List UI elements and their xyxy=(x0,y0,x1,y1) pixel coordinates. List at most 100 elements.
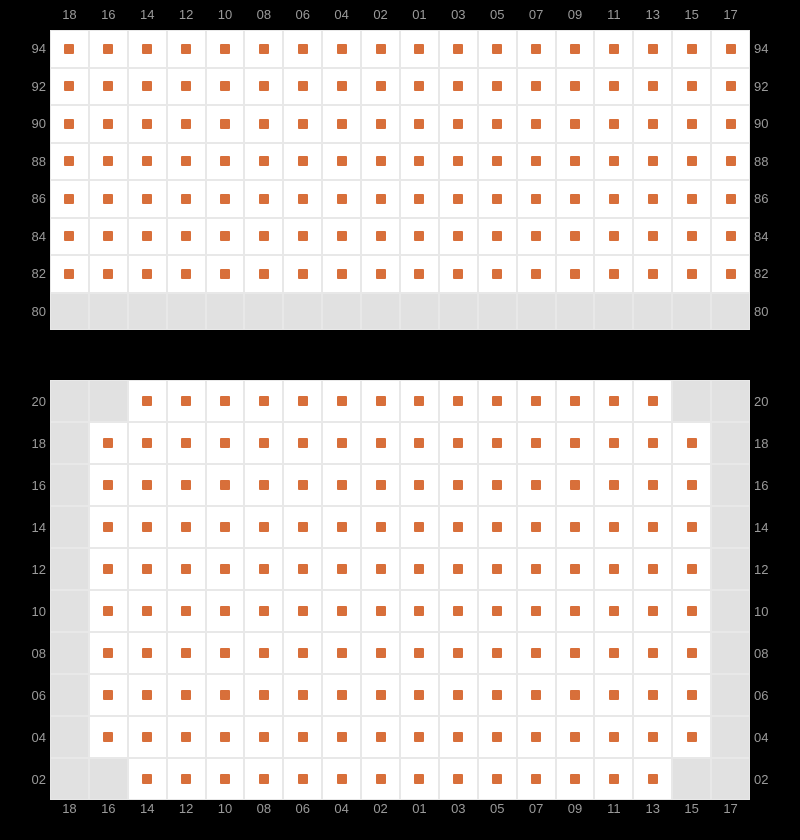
seat-available[interactable] xyxy=(633,143,672,181)
seat-available[interactable] xyxy=(322,105,361,143)
seat-available[interactable] xyxy=(400,180,439,218)
seat-available[interactable] xyxy=(439,218,478,256)
seat-available[interactable] xyxy=(400,674,439,716)
seat-available[interactable] xyxy=(50,255,89,293)
seat-available[interactable] xyxy=(283,506,322,548)
seat-available[interactable] xyxy=(167,218,206,256)
seat-available[interactable] xyxy=(711,180,750,218)
seat-available[interactable] xyxy=(478,105,517,143)
seat-available[interactable] xyxy=(517,464,556,506)
seat-available[interactable] xyxy=(672,105,711,143)
seat-available[interactable] xyxy=(400,548,439,590)
seat-available[interactable] xyxy=(517,758,556,800)
seat-available[interactable] xyxy=(128,68,167,106)
seat-available[interactable] xyxy=(439,590,478,632)
seat-available[interactable] xyxy=(206,548,245,590)
seat-available[interactable] xyxy=(594,255,633,293)
seat-available[interactable] xyxy=(439,548,478,590)
seat-available[interactable] xyxy=(167,464,206,506)
seat-available[interactable] xyxy=(128,548,167,590)
seat-available[interactable] xyxy=(633,255,672,293)
seat-available[interactable] xyxy=(633,548,672,590)
seat-available[interactable] xyxy=(439,674,478,716)
seat-available[interactable] xyxy=(206,30,245,68)
seat-available[interactable] xyxy=(400,218,439,256)
seat-available[interactable] xyxy=(244,548,283,590)
seat-available[interactable] xyxy=(400,68,439,106)
seat-available[interactable] xyxy=(439,180,478,218)
seat-available[interactable] xyxy=(556,143,595,181)
seat-available[interactable] xyxy=(361,30,400,68)
seat-available[interactable] xyxy=(322,590,361,632)
seat-available[interactable] xyxy=(283,758,322,800)
seat-available[interactable] xyxy=(283,105,322,143)
seat-available[interactable] xyxy=(556,422,595,464)
seat-available[interactable] xyxy=(517,674,556,716)
seat-available[interactable] xyxy=(400,758,439,800)
seat-available[interactable] xyxy=(322,548,361,590)
seat-available[interactable] xyxy=(89,716,128,758)
seat-available[interactable] xyxy=(672,716,711,758)
seat-available[interactable] xyxy=(556,68,595,106)
seat-available[interactable] xyxy=(439,632,478,674)
seat-available[interactable] xyxy=(244,716,283,758)
seat-available[interactable] xyxy=(244,674,283,716)
seat-available[interactable] xyxy=(322,716,361,758)
seat-available[interactable] xyxy=(594,506,633,548)
seat-available[interactable] xyxy=(283,674,322,716)
seat-available[interactable] xyxy=(400,380,439,422)
seat-available[interactable] xyxy=(206,180,245,218)
seat-available[interactable] xyxy=(633,632,672,674)
seat-available[interactable] xyxy=(400,30,439,68)
seat-available[interactable] xyxy=(439,380,478,422)
seat-available[interactable] xyxy=(400,143,439,181)
seat-available[interactable] xyxy=(633,68,672,106)
seat-available[interactable] xyxy=(633,380,672,422)
seat-available[interactable] xyxy=(322,464,361,506)
seat-available[interactable] xyxy=(283,30,322,68)
seat-available[interactable] xyxy=(556,758,595,800)
seat-available[interactable] xyxy=(322,143,361,181)
seat-available[interactable] xyxy=(244,590,283,632)
seat-available[interactable] xyxy=(167,105,206,143)
seat-available[interactable] xyxy=(594,105,633,143)
seat-available[interactable] xyxy=(517,30,556,68)
seat-available[interactable] xyxy=(594,758,633,800)
seat-available[interactable] xyxy=(128,255,167,293)
seat-available[interactable] xyxy=(556,548,595,590)
seat-available[interactable] xyxy=(633,30,672,68)
seat-available[interactable] xyxy=(244,758,283,800)
seat-available[interactable] xyxy=(711,68,750,106)
seat-available[interactable] xyxy=(556,464,595,506)
seat-available[interactable] xyxy=(167,632,206,674)
seat-available[interactable] xyxy=(89,105,128,143)
seat-available[interactable] xyxy=(50,143,89,181)
seat-available[interactable] xyxy=(128,758,167,800)
seat-available[interactable] xyxy=(439,422,478,464)
seat-available[interactable] xyxy=(206,632,245,674)
seat-available[interactable] xyxy=(89,255,128,293)
seat-available[interactable] xyxy=(633,180,672,218)
seat-available[interactable] xyxy=(594,590,633,632)
seat-available[interactable] xyxy=(322,380,361,422)
seat-available[interactable] xyxy=(361,422,400,464)
seat-available[interactable] xyxy=(672,506,711,548)
seat-available[interactable] xyxy=(283,590,322,632)
seat-available[interactable] xyxy=(439,506,478,548)
seat-available[interactable] xyxy=(128,674,167,716)
seat-available[interactable] xyxy=(244,68,283,106)
seat-available[interactable] xyxy=(206,255,245,293)
seat-available[interactable] xyxy=(672,674,711,716)
seat-available[interactable] xyxy=(594,632,633,674)
seat-available[interactable] xyxy=(633,218,672,256)
seat-available[interactable] xyxy=(672,548,711,590)
seat-available[interactable] xyxy=(439,30,478,68)
seat-available[interactable] xyxy=(672,68,711,106)
seat-available[interactable] xyxy=(322,758,361,800)
seat-available[interactable] xyxy=(206,68,245,106)
seat-available[interactable] xyxy=(361,218,400,256)
seat-available[interactable] xyxy=(439,143,478,181)
seat-available[interactable] xyxy=(672,464,711,506)
seat-available[interactable] xyxy=(50,68,89,106)
seat-available[interactable] xyxy=(594,674,633,716)
